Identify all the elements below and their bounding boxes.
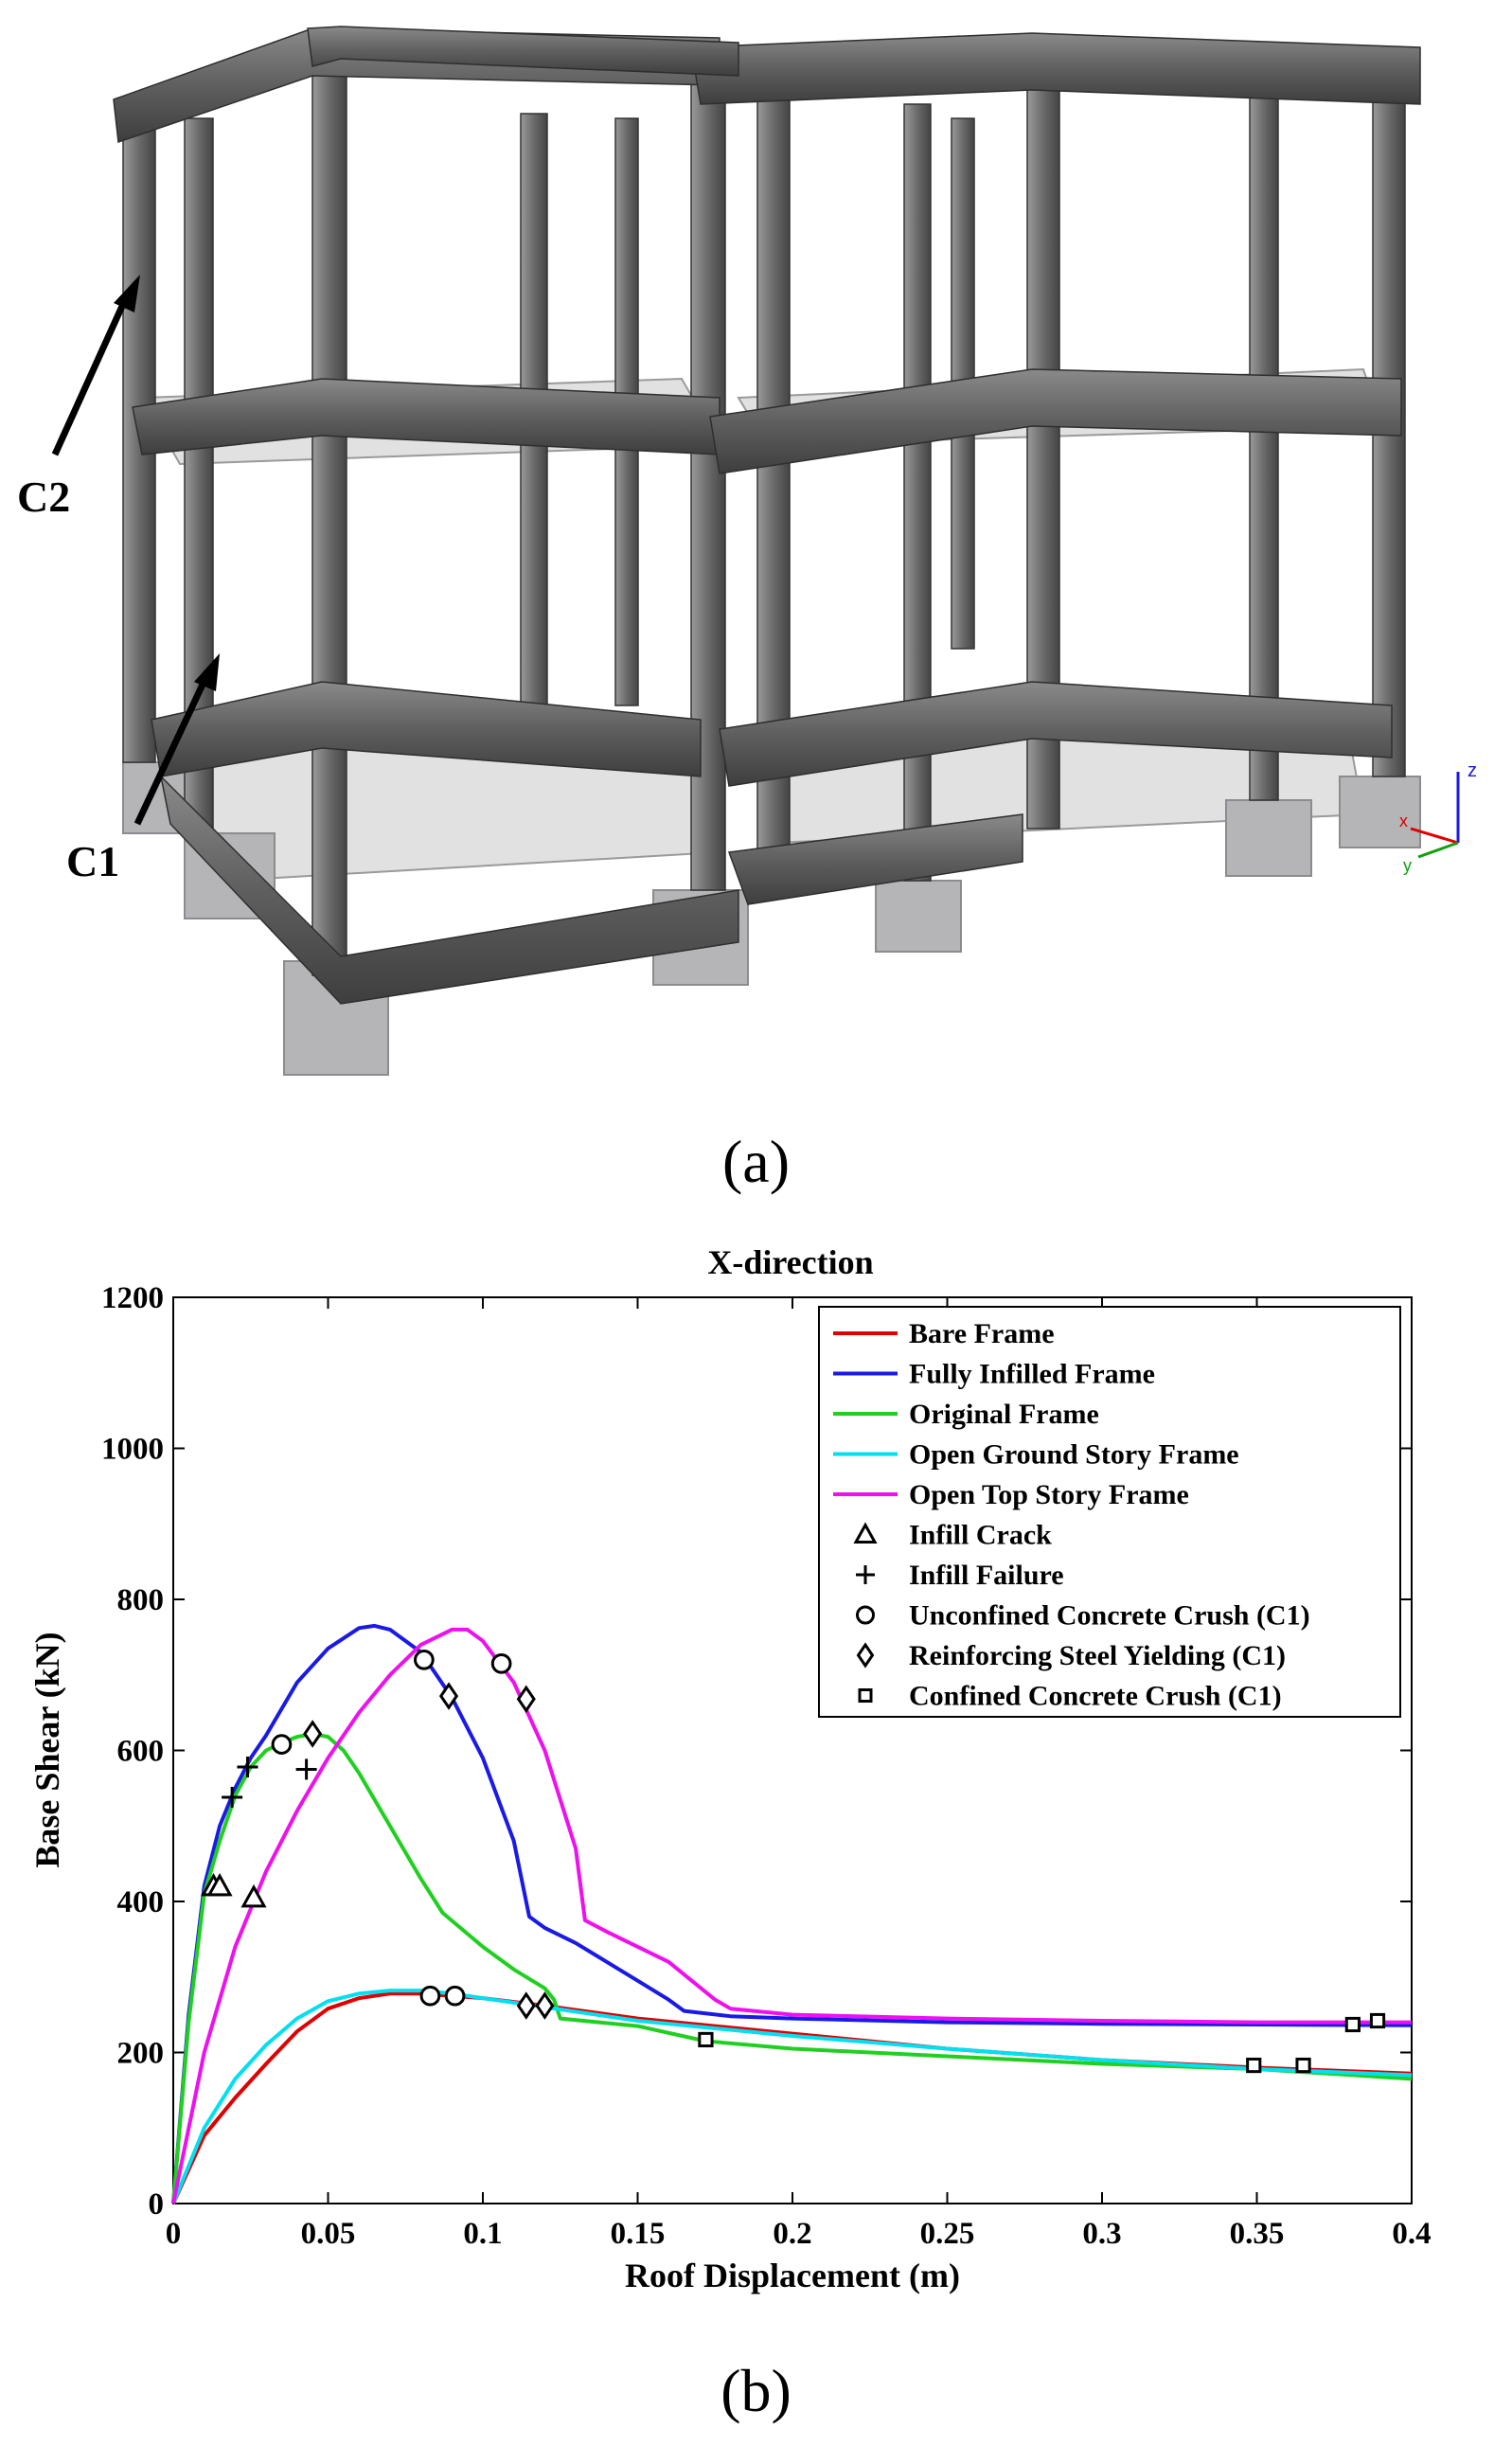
marker-unconfined-concrete-crush-c1 [419,1985,441,2007]
legend-symbol [853,1522,878,1544]
triad-z-label: z [1468,760,1477,781]
marker-infill-failure [222,1786,243,1808]
floor-beams [132,368,1402,474]
marker-confined-concrete-crush-c1 [1369,2012,1386,2029]
pushover-chart: X-direction 0 0.05 0.1 0.15 0.2 0.25 0.3 0.35 0.… [28,1243,1432,2294]
series-line-original-frame [171,1732,1413,2204]
legend: Bare Frame Fully Infilled Frame Original F… [818,1306,1401,1718]
marker-reinforcing-steel-yielding-c1 [516,1685,536,1714]
legend-label: Original Frame [909,1399,1099,1430]
x-tick-label: 0.1 [463,2217,502,2251]
caption-b: (b) [720,2357,792,2424]
marker-infill-failure [237,1757,258,1778]
legend-symbol [856,1605,875,1625]
legend-box [818,1306,1401,1718]
marker-infill-failure [295,1758,317,1780]
c1-arrow [133,670,212,826]
c1-label: C1 [66,837,119,885]
marker-confined-concrete-crush-c1 [1344,2016,1361,2033]
legend-label: Open Ground Story Frame [909,1439,1239,1471]
columns [122,65,1406,976]
x-axis-title: Roof Displacement (m) [625,2257,960,2294]
marker-unconfined-concrete-crush-c1 [490,1652,512,1674]
legend-label: Open Top Story Frame [909,1479,1189,1510]
axis-triad: z x y [1399,760,1477,875]
x-tick-label: 0.35 [1230,2217,1285,2251]
y-axis: 0 200 400 600 800 1000 1200 [101,1281,1412,2222]
y-tick-label: 600 [117,1735,165,1769]
marker-unconfined-concrete-crush-c1 [414,1649,435,1670]
legend-label: Infill Crack [909,1520,1052,1551]
triad-y-label: y [1403,856,1412,875]
c2-arrow [51,292,132,456]
x-tick-label: 0.15 [611,2217,666,2251]
marker-infill-crack [240,1883,267,1908]
marker-infill-crack [206,1872,233,1897]
legend-label: Infill Failure [909,1560,1064,1591]
x-tick-label: 0.2 [773,2217,811,2251]
marker-reinforcing-steel-yielding-c1 [535,1991,555,2020]
marker-unconfined-concrete-crush-c1 [444,1985,466,2007]
y-tick-label: 800 [117,1583,165,1617]
x-tick-label: 0.05 [301,2217,356,2251]
c2-label: C2 [17,473,70,521]
marker-confined-concrete-crush-c1 [698,2031,714,2048]
marker-layer [200,1649,1386,2074]
chart-title: X-direction [707,1243,873,1281]
y-axis-title: Base Shear (kN) [28,1632,66,1867]
y-tick-label: 400 [117,1885,165,1919]
x-tick-label: 0.4 [1392,2217,1431,2251]
series-line-open-top-story-frame [171,1627,1412,2204]
triad-x-label: x [1399,812,1408,830]
caption-a: (a) [721,1128,791,1195]
marker-confined-concrete-crush-c1 [1295,2057,1311,2074]
marker-reinforcing-steel-yielding-c1 [303,1720,323,1748]
legend-label: Bare Frame [909,1318,1055,1349]
y-tick-label: 0 [149,2187,165,2222]
y-tick-label: 1200 [101,1281,164,1315]
ground-beams [151,681,1393,1005]
marker-reinforcing-steel-yielding-c1 [438,1682,459,1710]
c2-arrow-head [114,275,140,312]
legend-symbol [858,1688,873,1703]
x-tick-label: 0.3 [1082,2217,1121,2251]
legend-symbol [856,1565,875,1584]
y-tick-label: 1000 [101,1433,164,1467]
legend-label: Reinforcing Steel Yielding (C1) [909,1640,1286,1671]
x-tick-label: 0.25 [920,2217,975,2251]
y-tick-label: 200 [117,2037,165,2071]
legend-label: Unconfined Concrete Crush (C1) [909,1600,1310,1632]
marker-reinforcing-steel-yielding-c1 [516,1991,536,2020]
legend-label: Confined Concrete Crush (C1) [909,1681,1282,1712]
marker-unconfined-concrete-crush-c1 [271,1734,293,1755]
legend-symbol [856,1642,875,1669]
marker-confined-concrete-crush-c1 [1246,2057,1262,2074]
roof-beams [113,26,1421,144]
legend-label: Fully Infilled Frame [909,1359,1155,1390]
x-tick-label: 0 [166,2217,182,2251]
c1-arrow-head [194,653,220,691]
structural-frame-model: C2 C1 z x y [17,26,1477,1076]
column-annotations: C2 C1 [17,275,220,885]
